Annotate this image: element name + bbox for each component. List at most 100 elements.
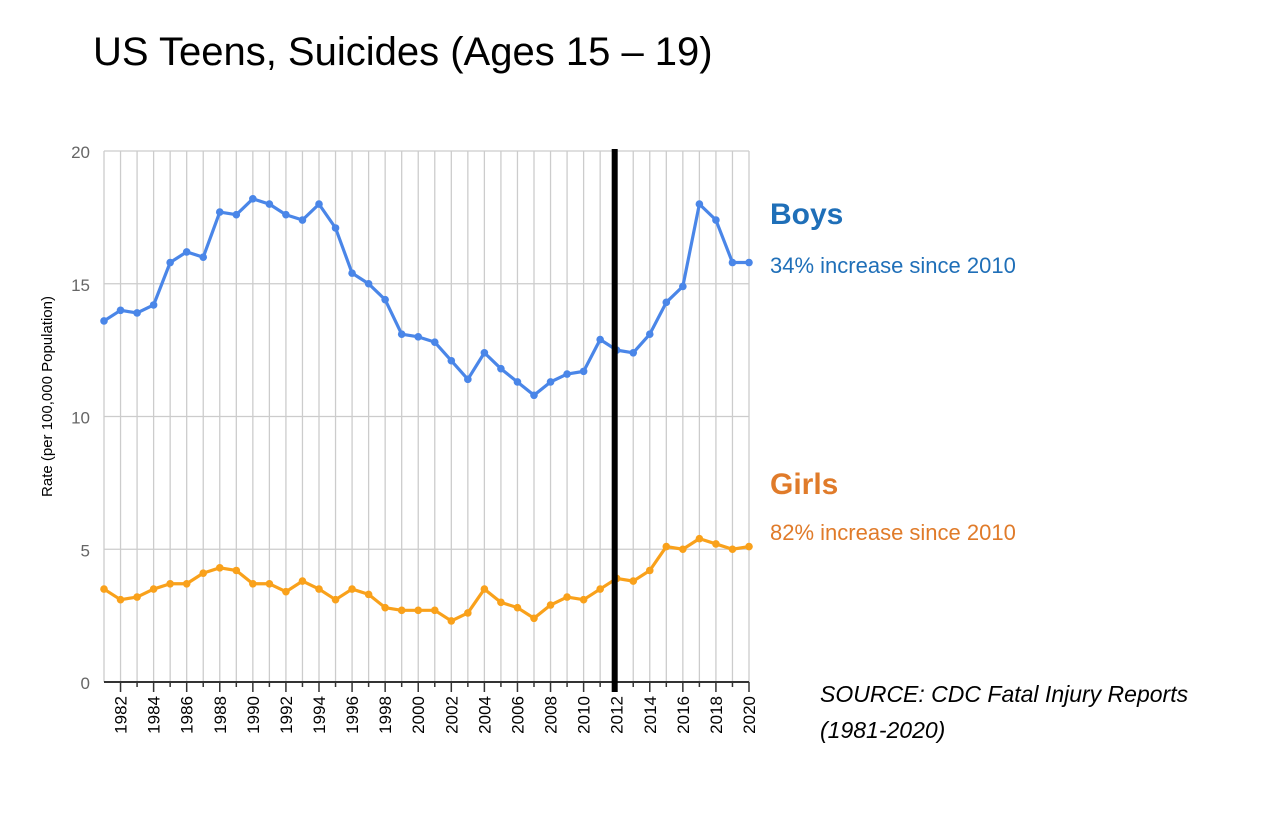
data-point-boys: [133, 309, 141, 317]
data-point-girls: [447, 617, 456, 625]
source-line-2: (1981-2020): [820, 717, 946, 743]
data-point-boys: [430, 338, 439, 346]
data-point-girls: [331, 595, 340, 604]
data-point-boys: [331, 224, 340, 232]
y-tick-label: 10: [71, 409, 90, 428]
data-point-boys: [447, 356, 456, 365]
data-point-boys: [166, 258, 174, 267]
x-tick-label: 2012: [608, 696, 627, 734]
data-point-girls: [232, 566, 241, 575]
data-point-boys: [348, 269, 356, 277]
x-tick-label: 2010: [575, 696, 594, 734]
data-point-boys: [563, 370, 571, 378]
data-point-girls: [645, 566, 654, 575]
data-point-boys: [712, 216, 720, 224]
data-point-boys: [232, 210, 241, 219]
data-point-girls: [282, 587, 290, 596]
data-point-boys: [116, 306, 125, 315]
data-point-girls: [166, 579, 174, 588]
data-point-boys: [282, 210, 290, 219]
data-point-boys: [530, 391, 538, 400]
x-tick-label: 1998: [376, 696, 395, 734]
data-point-boys: [513, 378, 522, 386]
data-point-boys: [364, 279, 373, 288]
x-tick-label: 1990: [244, 696, 263, 734]
data-point-boys: [414, 333, 423, 341]
data-point-girls: [100, 585, 108, 593]
x-tick-label: 2014: [641, 696, 660, 734]
x-tick-label: 2018: [707, 696, 726, 734]
data-point-girls: [249, 579, 257, 588]
data-point-girls: [364, 590, 373, 599]
x-tick-label: 2020: [740, 696, 759, 734]
y-axis-ticks: 0 5 10 15 20: [71, 143, 90, 693]
data-point-girls: [116, 595, 125, 604]
data-point-girls: [712, 540, 720, 548]
x-tick-label: 1992: [277, 696, 296, 734]
x-tick-label: 1996: [343, 696, 362, 734]
y-tick-label: 20: [71, 143, 90, 162]
data-point-girls: [182, 579, 191, 588]
data-point-boys: [728, 258, 737, 267]
chart-title: US Teens, Suicides (Ages 15 – 19): [93, 30, 713, 74]
data-point-boys: [215, 208, 224, 216]
x-tick-label: 1982: [112, 696, 131, 734]
data-point-boys: [546, 378, 555, 386]
data-point-boys: [629, 348, 638, 357]
data-point-girls: [464, 609, 472, 617]
girls-note: 82% increase since 2010: [770, 520, 1016, 545]
data-point-girls: [315, 585, 323, 593]
y-tick-label: 5: [81, 541, 90, 560]
data-point-boys: [497, 364, 505, 373]
data-point-girls: [579, 595, 588, 604]
data-point-boys: [265, 200, 274, 208]
data-point-girls: [745, 542, 753, 551]
data-point-boys: [199, 253, 208, 261]
source-line-1: SOURCE: CDC Fatal Injury Reports: [820, 681, 1189, 707]
data-point-girls: [348, 585, 356, 593]
data-point-boys: [381, 295, 389, 304]
series-line-girls: [103, 537, 750, 623]
y-tick-label: 0: [81, 674, 90, 693]
data-point-boys: [149, 301, 158, 309]
x-tick-label: 2004: [475, 696, 494, 734]
data-point-boys: [100, 317, 108, 325]
data-point-girls: [497, 598, 505, 607]
data-point-boys: [579, 367, 588, 376]
y-axis-label: Rate (per 100,000 Population): [39, 296, 56, 497]
data-point-girls: [480, 585, 489, 593]
x-tick-label: 2002: [442, 696, 461, 734]
data-point-girls: [530, 614, 538, 623]
x-tick-label: 2008: [542, 696, 561, 734]
data-point-girls: [629, 577, 638, 585]
x-tick-label: 1986: [178, 696, 197, 734]
data-point-boys: [397, 330, 406, 338]
data-point-boys: [662, 298, 671, 307]
data-point-boys: [596, 335, 604, 344]
data-point-girls: [414, 606, 423, 615]
data-point-boys: [745, 258, 753, 267]
grid: [103, 150, 750, 683]
data-point-girls: [596, 585, 604, 593]
data-point-girls: [563, 593, 571, 601]
data-point-boys: [480, 348, 489, 357]
x-axis-ticks: 1982 1984 1986 1988 1990 1992 1994 1996 1998 2000…: [112, 682, 759, 734]
data-point-boys: [679, 282, 687, 291]
data-point-boys: [249, 194, 257, 203]
source-note: SOURCE: CDC Fatal Injury Reports (1981-2…: [820, 676, 1188, 748]
data-point-girls: [215, 564, 224, 572]
x-tick-label: 1984: [145, 696, 164, 734]
series-line-boys: [103, 197, 749, 397]
data-point-boys: [298, 216, 307, 224]
data-point-girls: [133, 593, 141, 601]
data-point-girls: [397, 606, 406, 615]
data-point-girls: [679, 545, 687, 554]
data-point-girls: [728, 545, 737, 554]
data-point-girls: [695, 534, 704, 543]
data-point-girls: [546, 601, 555, 609]
x-tick-label: 2000: [409, 696, 428, 734]
data-point-girls: [149, 585, 158, 593]
data-point-girls: [298, 577, 307, 585]
girls-label: Girls: [770, 468, 839, 501]
